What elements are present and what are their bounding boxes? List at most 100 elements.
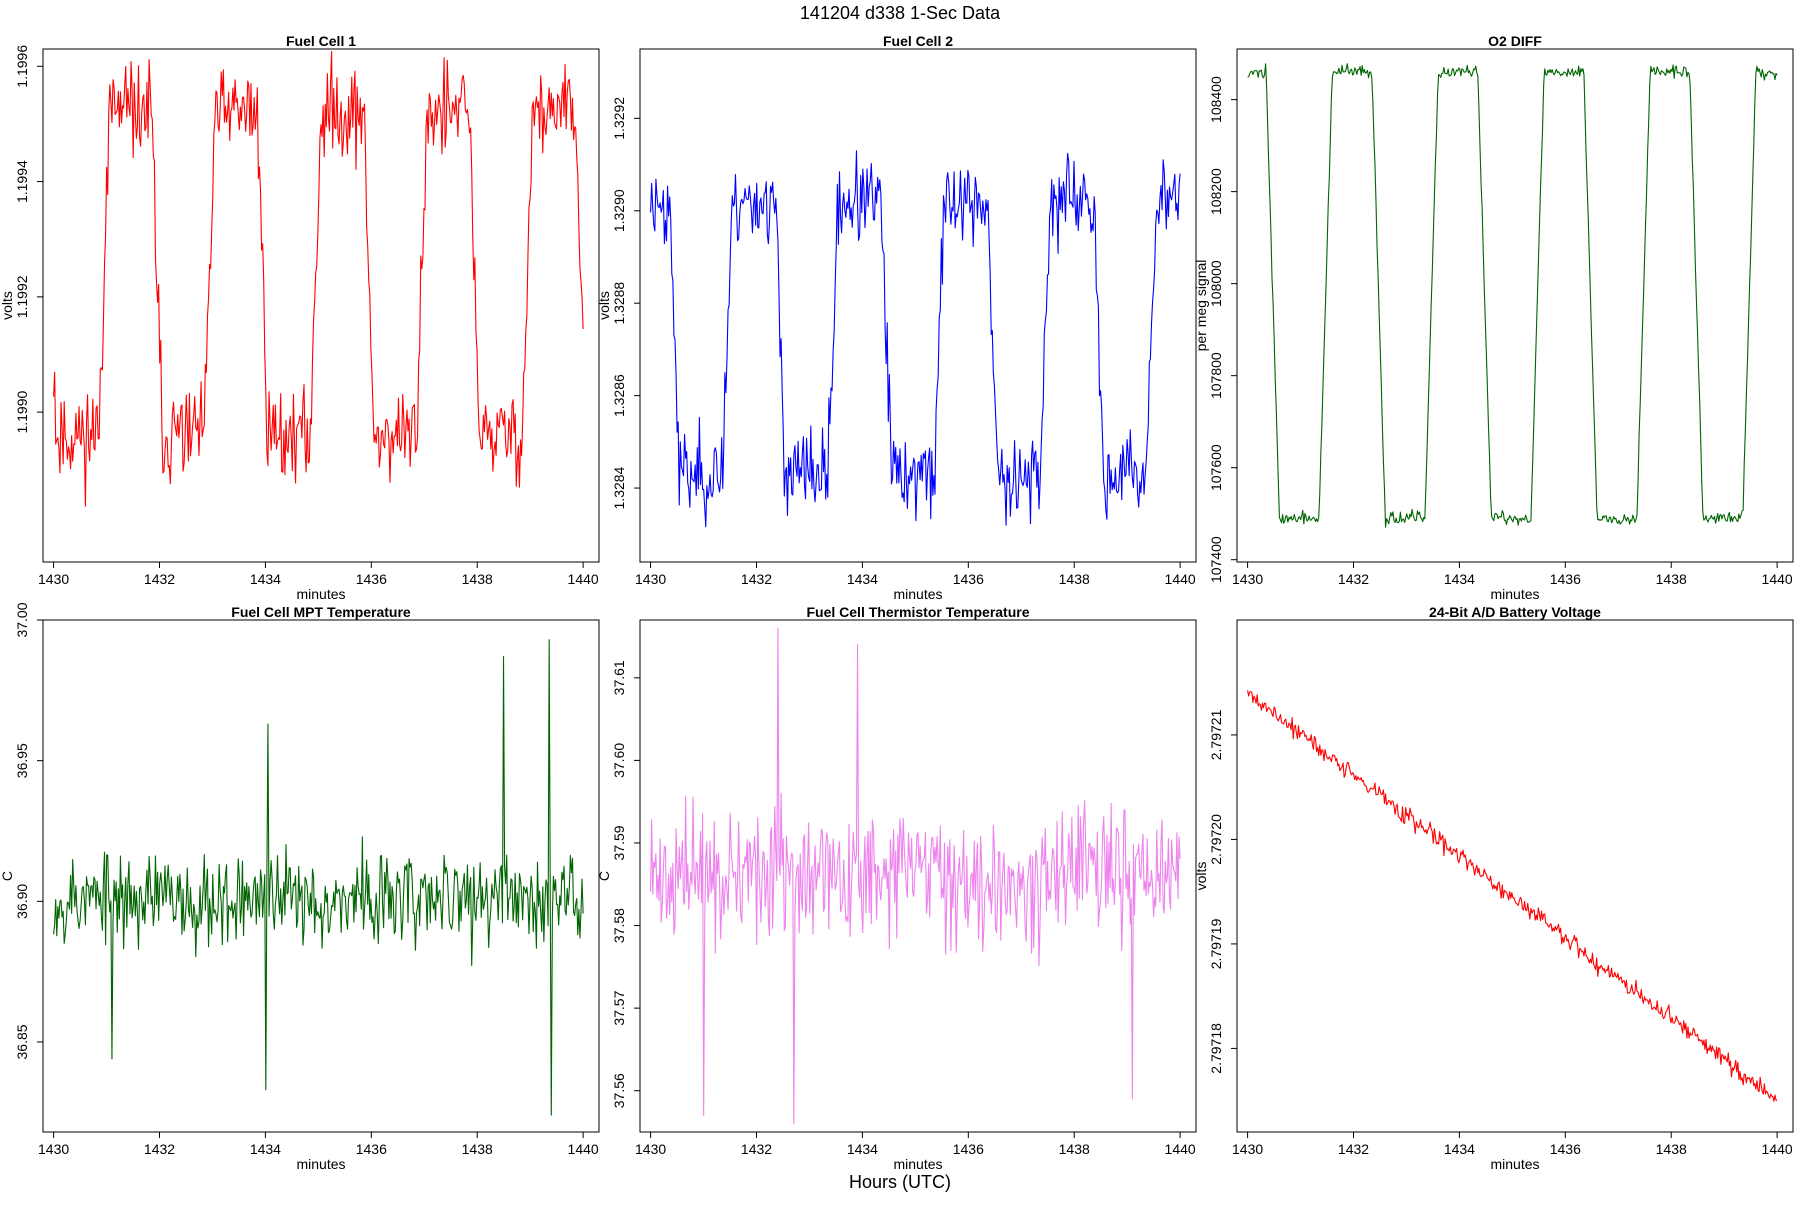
x-tick-label: 1440 [568,1141,599,1157]
data-series-line [1247,63,1778,528]
plot-frame [639,619,1197,1133]
x-tick-label: 1430 [1232,1141,1263,1157]
x-tick-label: 1438 [1059,571,1090,587]
x-tick-label: 1432 [144,571,175,587]
x-tick-label: 1432 [1338,1141,1369,1157]
y-tick-label: 36.90 [14,884,30,919]
y-tick-label: 1.3288 [611,282,627,325]
y-tick-label: 37.61 [611,660,627,695]
data-series-line [1247,690,1778,1102]
x-axis-label: minutes [296,1156,345,1172]
y-tick-label: 37.60 [611,743,627,778]
plot-frame [639,48,1197,563]
x-tick-label: 1432 [741,571,772,587]
x-tick-label: 1434 [847,1141,878,1157]
y-tick-label: 1.1992 [14,275,30,318]
panel-title: Fuel Cell 2 [883,33,953,49]
panel-3: O2 DIFF 1430 1432 1434 1436 1438 1440 minutes 10… [1193,33,1794,602]
figure-bottom-label: Hours (UTC) [849,1172,951,1192]
x-axis-label: minutes [1490,586,1539,602]
y-tick-label: 2.79718 [1208,1023,1224,1074]
panel-6: 24-Bit A/D Battery Voltage 1430 1432 1434 14… [1193,604,1794,1172]
y-axis-label: C [0,871,15,881]
x-tick-label: 1432 [144,1141,175,1157]
y-axis-label: per meg signal [1193,260,1209,352]
x-tick-label: 1430 [38,1141,69,1157]
y-tick-label: 37.56 [611,1073,627,1108]
x-tick-label: 1436 [356,1141,387,1157]
y-axis-label: volts [0,291,15,320]
panel-2: Fuel Cell 2 1430 1432 1434 1436 1438 1440 minut… [596,33,1197,602]
data-series-line [53,50,584,507]
y-tick-label: 2.79720 [1208,814,1224,865]
x-tick-label: 1430 [1232,571,1263,587]
x-axis-label: minutes [893,586,942,602]
y-tick-label: 1.1996 [14,45,30,88]
y-tick-label: 1.1990 [14,391,30,434]
x-tick-label: 1432 [1338,571,1369,587]
plot-frame [1236,619,1794,1133]
y-axis-label: volts [596,291,612,320]
x-tick-label: 1440 [1165,571,1196,587]
x-tick-label: 1434 [1444,1141,1475,1157]
panel-title: O2 DIFF [1488,33,1542,49]
panel-4: Fuel Cell MPT Temperature 1430 1432 1434 143… [0,602,600,1172]
y-tick-label: 37.57 [611,990,627,1025]
plot-frame [1236,48,1794,563]
x-tick-label: 1436 [953,1141,984,1157]
panel-5: Fuel Cell Thermistor Temperature 1430 1432… [596,604,1197,1172]
y-tick-label: 107800 [1208,352,1224,399]
x-tick-label: 1438 [1059,1141,1090,1157]
y-tick-label: 1.1994 [14,160,30,203]
x-tick-label: 1434 [847,571,878,587]
y-tick-label: 36.95 [14,743,30,778]
x-tick-label: 1438 [1656,571,1687,587]
y-tick-label: 107600 [1208,444,1224,491]
panel-1: Fuel Cell 1 1430 1432 1434 1436 1438 1440 minut… [0,33,600,602]
x-tick-label: 1436 [1550,571,1581,587]
plot-frame [42,48,600,563]
y-tick-label: 108200 [1208,168,1224,215]
x-tick-label: 1436 [1550,1141,1581,1157]
y-tick-label: 2.79719 [1208,918,1224,969]
y-tick-label: 2.79721 [1208,709,1224,760]
x-tick-label: 1434 [250,1141,281,1157]
data-series-line [650,627,1181,1125]
x-tick-label: 1440 [1762,571,1793,587]
x-tick-label: 1434 [250,571,281,587]
x-axis-label: minutes [1490,1156,1539,1172]
x-tick-label: 1438 [462,1141,493,1157]
y-tick-label: 37.00 [14,602,30,637]
y-tick-label: 1.3284 [611,466,627,509]
panel-title: Fuel Cell Thermistor Temperature [806,604,1029,620]
x-tick-label: 1430 [635,571,666,587]
y-tick-label: 108000 [1208,260,1224,307]
y-tick-label: 1.3292 [611,97,627,140]
y-tick-label: 36.85 [14,1024,30,1059]
y-tick-label: 1.3290 [611,189,627,232]
figure-title: 141204 d338 1-Sec Data [800,3,1001,23]
data-series-line [53,639,584,1116]
panel-title: Fuel Cell MPT Temperature [231,604,411,620]
y-axis-label: C [596,871,612,881]
x-tick-label: 1430 [38,571,69,587]
y-tick-label: 37.58 [611,908,627,943]
y-tick-label: 108400 [1208,76,1224,123]
x-tick-label: 1432 [741,1141,772,1157]
y-axis-label: volts [1193,862,1209,891]
y-tick-label: 37.59 [611,825,627,860]
x-tick-label: 1438 [462,571,493,587]
data-series-line [650,150,1181,528]
x-axis-label: minutes [893,1156,942,1172]
y-tick-label: 107400 [1208,536,1224,583]
x-tick-label: 1436 [953,571,984,587]
x-tick-label: 1436 [356,571,387,587]
y-tick-label: 1.3286 [611,374,627,417]
panel-title: Fuel Cell 1 [286,33,356,49]
x-tick-label: 1440 [1165,1141,1196,1157]
x-tick-label: 1440 [1762,1141,1793,1157]
x-axis-label: minutes [296,586,345,602]
x-tick-label: 1434 [1444,571,1475,587]
